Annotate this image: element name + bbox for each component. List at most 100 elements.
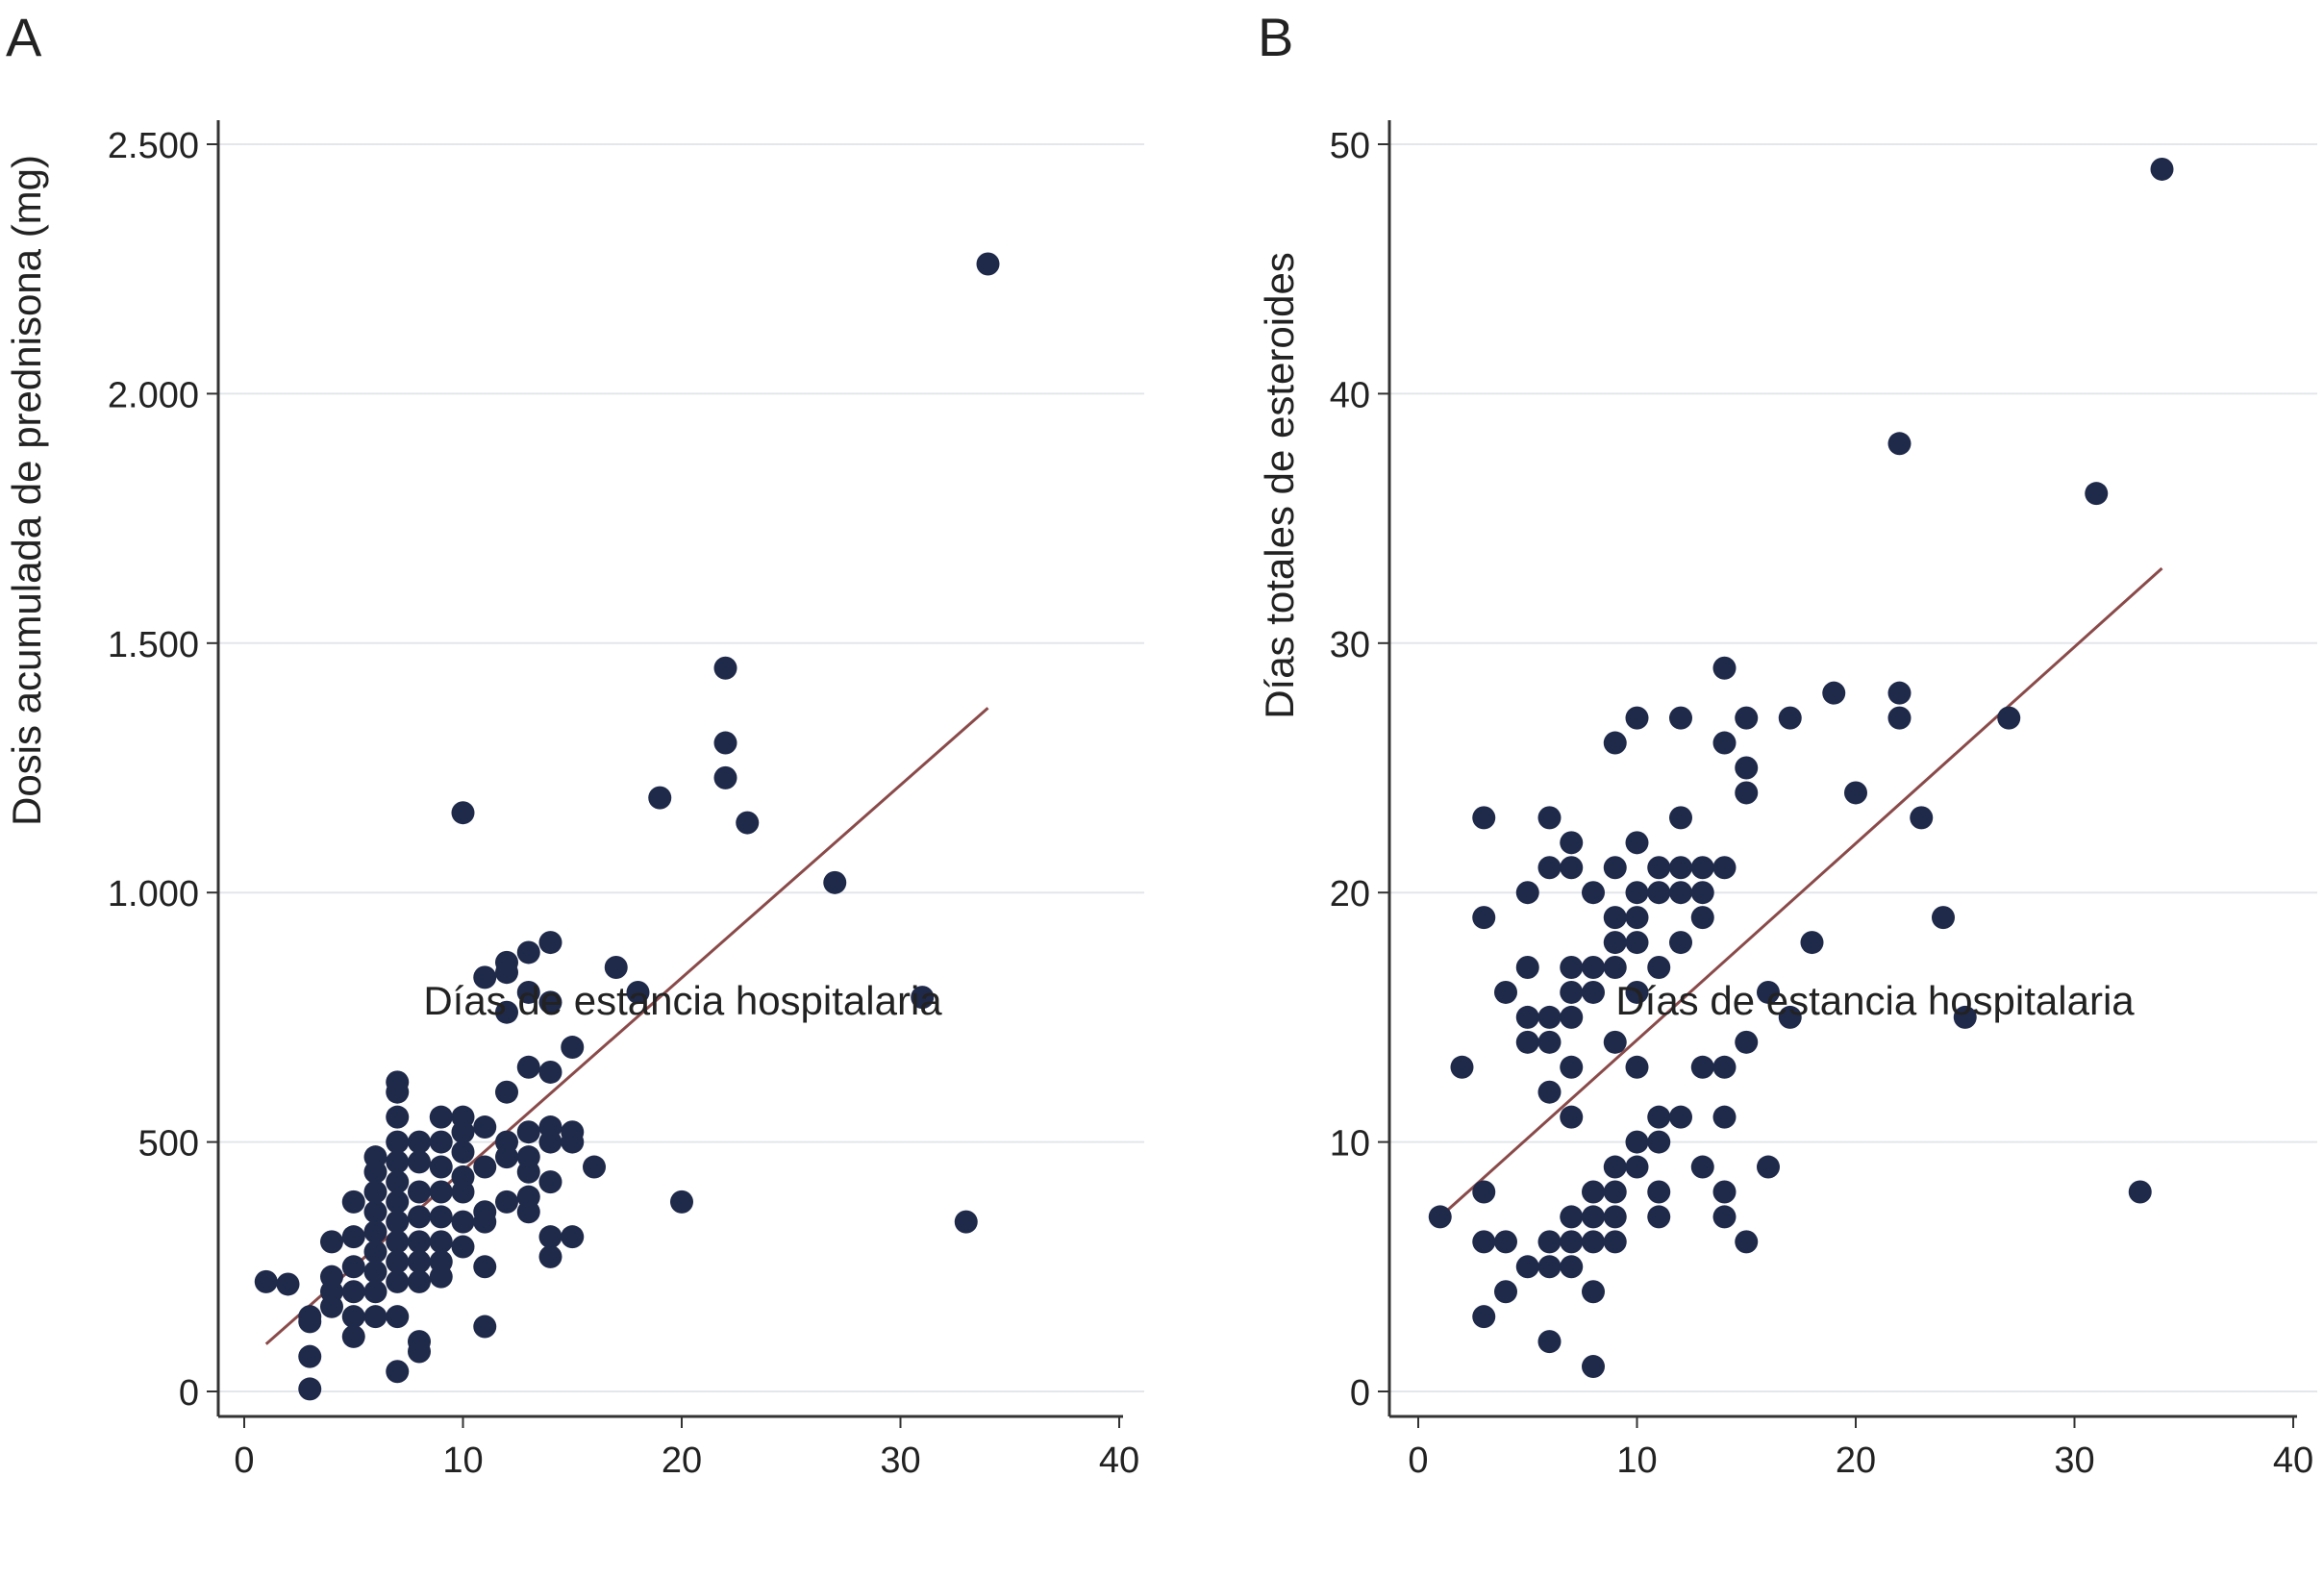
panel-a: A 0 500 1.000 1.500 2.000 2.500 0 10 20 30 40 Días… (4, 7, 1144, 1481)
data-point (1450, 1055, 1474, 1079)
data-point (1582, 1230, 1605, 1254)
data-point (320, 1230, 343, 1254)
data-point (298, 1310, 322, 1334)
data-point (276, 1272, 300, 1296)
data-point (341, 1305, 365, 1329)
data-point (516, 1120, 540, 1144)
data-point (1494, 1230, 1517, 1254)
data-point (1560, 1055, 1584, 1079)
data-point (320, 1294, 343, 1318)
data-point (561, 1036, 585, 1060)
data-point (1712, 1055, 1737, 1079)
data-point (713, 731, 737, 755)
data-point (1560, 980, 1584, 1004)
x-tick-label: 30 (880, 1440, 920, 1481)
x-tick-label: 10 (1616, 1440, 1657, 1481)
axes-b (1378, 120, 2297, 1428)
data-point (1560, 856, 1584, 880)
data-point (1582, 980, 1605, 1004)
data-point (1603, 1230, 1627, 1254)
data-point (1582, 881, 1605, 905)
data-point (451, 801, 475, 825)
data-point (408, 1130, 431, 1154)
y-tick-label: 1.500 (108, 625, 199, 665)
data-point (1669, 881, 1692, 905)
data-point (1757, 1155, 1780, 1179)
x-tick-label: 40 (1099, 1440, 1139, 1481)
data-point (408, 1150, 431, 1174)
y-tick-label: 40 (1330, 375, 1370, 415)
data-point (341, 1255, 365, 1279)
data-point (1472, 1180, 1496, 1204)
data-point (823, 870, 847, 894)
data-point (1603, 1030, 1627, 1054)
data-point (1735, 1230, 1759, 1254)
data-point (341, 1280, 365, 1304)
data-point (386, 1130, 410, 1154)
data-point (1515, 1255, 1539, 1279)
panel-b: B 0 10 20 30 40 50 0 10 20 30 40 Días de estancia … (1257, 7, 2317, 1481)
data-points-b (1428, 157, 2174, 1379)
data-point (1603, 1180, 1627, 1204)
data-point (1537, 1005, 1562, 1029)
data-point (713, 656, 737, 680)
y-tick-label: 0 (1350, 1373, 1370, 1414)
panel-label-a: A (6, 7, 42, 67)
data-point (1472, 906, 1496, 930)
data-point (473, 1315, 497, 1339)
data-point (1735, 781, 1759, 805)
data-point (516, 1160, 540, 1184)
data-point (408, 1205, 431, 1229)
y-tick-label: 30 (1330, 625, 1370, 665)
data-point (1582, 1355, 1605, 1379)
data-point (1560, 1105, 1584, 1129)
data-point (1757, 980, 1780, 1004)
data-point (713, 765, 737, 789)
data-point (1712, 1205, 1737, 1229)
y-tick-label: 500 (138, 1124, 199, 1165)
data-point (1537, 856, 1562, 880)
data-points-a (254, 252, 1000, 1401)
y-tick-label: 2.500 (108, 126, 199, 166)
data-point (1603, 1205, 1627, 1229)
fit-line-group-a (264, 707, 989, 1345)
data-point (1625, 980, 1649, 1004)
data-point (386, 1150, 410, 1174)
data-point (1669, 931, 1692, 955)
data-point (473, 1210, 497, 1234)
data-point (538, 1170, 562, 1194)
data-point (2085, 482, 2109, 506)
data-point (386, 1230, 410, 1254)
data-point (1625, 931, 1649, 955)
data-point (1582, 1180, 1605, 1204)
data-point (408, 1230, 431, 1254)
data-point (1582, 956, 1605, 980)
data-point (670, 1190, 693, 1214)
data-point (1647, 1180, 1671, 1204)
x-axis-label-a: Días de estancia hospitalaria (423, 978, 942, 1023)
x-tick-label: 30 (2054, 1440, 2094, 1481)
data-point (408, 1340, 431, 1364)
x-tick-label: 0 (234, 1440, 254, 1481)
data-point (473, 1115, 497, 1140)
grid-lines-b (1389, 143, 2317, 1392)
data-point (1712, 856, 1737, 880)
data-point (386, 1269, 410, 1293)
y-axis-label-a: Dosis acumulada de prednisona (mg) (4, 155, 49, 826)
data-point (1428, 1205, 1452, 1229)
data-point (1625, 831, 1649, 855)
data-point (1603, 956, 1627, 980)
tick-labels-b: 0 10 20 30 40 50 0 10 20 30 40 (1330, 126, 2313, 1481)
data-point (451, 1120, 475, 1144)
data-point (1712, 731, 1737, 755)
data-point (561, 1225, 585, 1249)
data-point (1647, 1105, 1671, 1129)
data-point (429, 1205, 453, 1229)
y-tick-label: 0 (179, 1373, 199, 1414)
data-point (1537, 1255, 1562, 1279)
data-point (363, 1180, 387, 1204)
data-point (429, 1130, 453, 1154)
data-point (429, 1230, 453, 1254)
data-point (648, 786, 672, 810)
data-point (1778, 706, 1802, 730)
